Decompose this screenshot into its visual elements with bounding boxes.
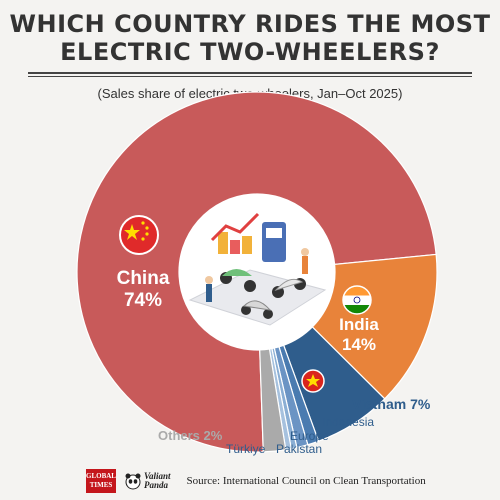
footer: GLOBAL TIMES Valiant Panda Source: Interna… [86,466,426,496]
source-text: Source: International Council on Clean T… [186,475,426,487]
label-india-value: 14% [342,335,376,354]
global-times-logo: GLOBAL TIMES [86,469,116,493]
center-illustration [179,194,335,350]
title-line-1: WHICH COUNTRY RIDES THE MOST [9,10,491,38]
panda-icon [125,473,141,490]
china-flag-icon [119,215,159,255]
label-turkiye: Türkiye [226,442,266,456]
label-india-name: India [339,315,379,334]
india-flag-icon [342,285,372,315]
label-china-name: China [117,268,170,289]
label-pakistan: Pakistan [276,442,322,456]
title-rule [28,72,472,74]
label-others: Others 2% [158,428,223,443]
title-rule-thin [28,76,472,77]
vietnam-flag-icon [301,369,325,393]
label-china-value: 74% [124,290,162,311]
valiant-panda-logo: Valiant Panda [124,472,171,490]
title-line-2: ELECTRIC TWO-WHEELERS? [60,38,440,66]
label-europe: Europe [290,429,329,443]
label-vietnam: Vietnam 7% [352,396,431,412]
label-indonesia: Indonesia [322,415,374,429]
